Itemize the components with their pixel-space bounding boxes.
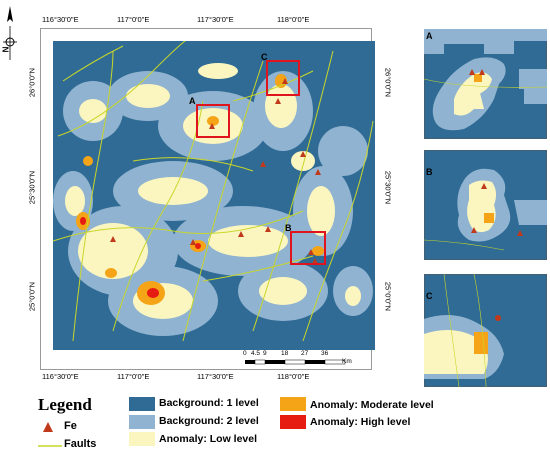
box-b	[290, 231, 326, 265]
scale-label: 4.5	[251, 350, 261, 357]
scale-label: 18	[281, 350, 289, 357]
anomaly-high-areas	[80, 217, 201, 298]
legend-label-moderate: Anomaly: Moderate level	[310, 399, 434, 411]
faults-icon	[38, 445, 62, 447]
top-lon-label: 118°0'0"E	[277, 15, 310, 24]
scale-label: 36	[321, 350, 329, 357]
box-a-label: A	[189, 96, 196, 106]
right-lat-label: 26°0'0"N	[383, 67, 393, 98]
top-lon-label: 116°30'0"E	[42, 15, 79, 24]
scale-label: 0	[243, 350, 247, 357]
top-lon-label: 117°30'0"E	[197, 15, 234, 24]
box-b-label: B	[285, 223, 292, 233]
bottom-lon-label: 117°0'0"E	[117, 372, 150, 381]
scale-label: 27	[301, 350, 309, 357]
right-lat-label: 25°30'0"N	[383, 170, 393, 205]
legend-swatch-high	[280, 415, 306, 429]
faults-label: Faults	[64, 438, 97, 450]
left-lat-label: 26°0'0"N	[27, 67, 37, 98]
inset-c-label: C	[426, 291, 433, 301]
inset-a	[424, 29, 547, 139]
main-map-canvas	[53, 41, 375, 350]
box-a	[196, 104, 230, 138]
legend-swatch-bg2	[129, 415, 155, 429]
legend-title: Legend	[38, 395, 92, 414]
fault-lines	[53, 41, 374, 342]
legend-label-high: Anomaly: High level	[310, 416, 411, 428]
right-lat-label: 25°0'0"N	[383, 281, 393, 312]
inset-c	[424, 274, 547, 387]
left-lat-label: 25°0'0"N	[27, 281, 37, 312]
scale-label: 9	[263, 350, 267, 357]
scale-unit: Km	[342, 358, 352, 365]
north-label: N	[1, 46, 11, 53]
north-arrow-icon	[3, 6, 17, 60]
legend-swatch-bg1	[129, 397, 155, 411]
anomaly-low-areas	[65, 63, 361, 319]
fe-label: Fe	[64, 420, 77, 432]
legend-swatch-low	[129, 432, 155, 446]
legend-label-low: Anomaly: Low level	[159, 433, 258, 445]
left-lat-label: 25°30'0"N	[27, 170, 37, 205]
bottom-lon-label: 118°0'0"E	[277, 372, 310, 381]
legend-label-bg1: Background: 1 level	[159, 397, 259, 409]
box-c	[266, 60, 300, 96]
scale-bar	[245, 359, 346, 365]
legend-label-bg2: Background: 2 level	[159, 415, 259, 427]
bottom-lon-label: 116°30'0"E	[42, 372, 79, 381]
legend-swatch-moderate	[280, 397, 306, 411]
fe-icon	[43, 422, 53, 432]
fe-points	[110, 78, 321, 264]
top-lon-label: 117°0'0"E	[117, 15, 150, 24]
inset-b	[424, 150, 547, 260]
inset-b-label: B	[426, 167, 433, 177]
bottom-lon-label: 117°30'0"E	[197, 372, 234, 381]
inset-a-label: A	[426, 31, 433, 41]
box-c-label: C	[261, 52, 268, 62]
